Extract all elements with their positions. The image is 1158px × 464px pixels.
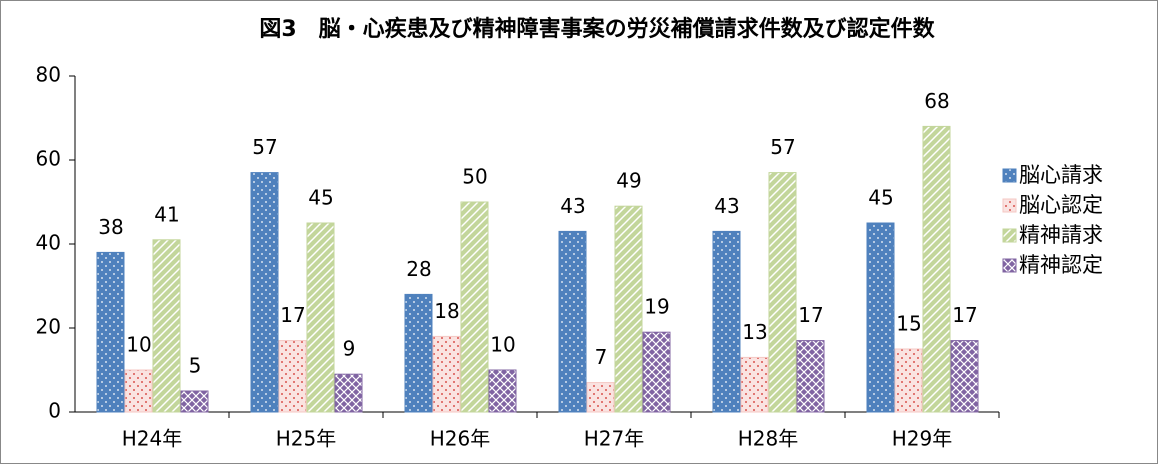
data-label: 13 [742, 320, 767, 344]
x-tick-label: H26年 [430, 427, 491, 451]
bar [460, 201, 489, 413]
legend-swatch [1002, 258, 1017, 273]
bar [740, 356, 769, 413]
bar [712, 230, 741, 413]
bar [152, 239, 181, 413]
data-label: 7 [595, 345, 608, 369]
bar [488, 369, 517, 413]
y-tick-label: 80 [36, 63, 61, 87]
bar [922, 125, 951, 413]
data-label: 18 [434, 299, 459, 323]
bar [768, 172, 797, 413]
chart-title: 図3 脳・心疾患及び精神障害事案の労災補償請求件数及び認定件数 [259, 16, 935, 42]
bar [894, 348, 923, 413]
legend-label: 脳心請求 [1019, 163, 1103, 187]
bar [642, 331, 671, 413]
bar [334, 373, 363, 413]
y-tick-label: 60 [36, 147, 61, 171]
x-tick-label: H27年 [584, 427, 645, 451]
bar [432, 335, 461, 413]
data-label: 19 [644, 295, 669, 319]
data-label: 57 [770, 135, 795, 159]
x-tick-label: H24年 [122, 427, 183, 451]
bar [614, 205, 643, 413]
data-label: 17 [280, 303, 305, 327]
data-label: 10 [490, 333, 515, 357]
y-tick-label: 20 [36, 315, 61, 339]
bar [796, 340, 825, 413]
bar [950, 340, 979, 413]
data-label: 45 [308, 186, 333, 210]
bar [250, 172, 279, 413]
legend-label: 精神請求 [1019, 223, 1103, 247]
data-label: 68 [924, 89, 949, 113]
y-tick-label: 40 [36, 231, 61, 255]
data-label: 10 [126, 333, 151, 357]
bar [866, 222, 895, 413]
data-label: 50 [462, 165, 487, 189]
data-label: 43 [714, 194, 739, 218]
y-tick-label: 0 [48, 399, 61, 423]
bar [278, 340, 307, 413]
data-label: 41 [154, 202, 179, 226]
x-tick-label: H25年 [276, 427, 337, 451]
bar [180, 390, 209, 413]
data-label: 9 [343, 337, 356, 361]
bar [306, 222, 335, 413]
data-label: 28 [406, 257, 431, 281]
legend-swatch [1002, 168, 1017, 183]
data-label: 57 [252, 135, 277, 159]
x-tick-label: H28年 [738, 427, 799, 451]
legend-swatch [1002, 198, 1017, 213]
data-label: 17 [798, 303, 823, 327]
data-label: 15 [896, 312, 921, 336]
data-label: 49 [616, 169, 641, 193]
legend-label: 脳心認定 [1019, 193, 1103, 217]
legend-swatch [1002, 228, 1017, 243]
x-tick-label: H29年 [892, 427, 953, 451]
data-label: 17 [952, 303, 977, 327]
bar [558, 230, 587, 413]
data-label: 43 [560, 194, 585, 218]
legend-label: 精神認定 [1019, 253, 1103, 277]
bar [404, 293, 433, 413]
bar [586, 382, 615, 413]
data-label: 45 [868, 186, 893, 210]
bar [124, 369, 153, 413]
data-label: 5 [189, 354, 202, 378]
data-label: 38 [98, 215, 123, 239]
bar [96, 251, 125, 413]
